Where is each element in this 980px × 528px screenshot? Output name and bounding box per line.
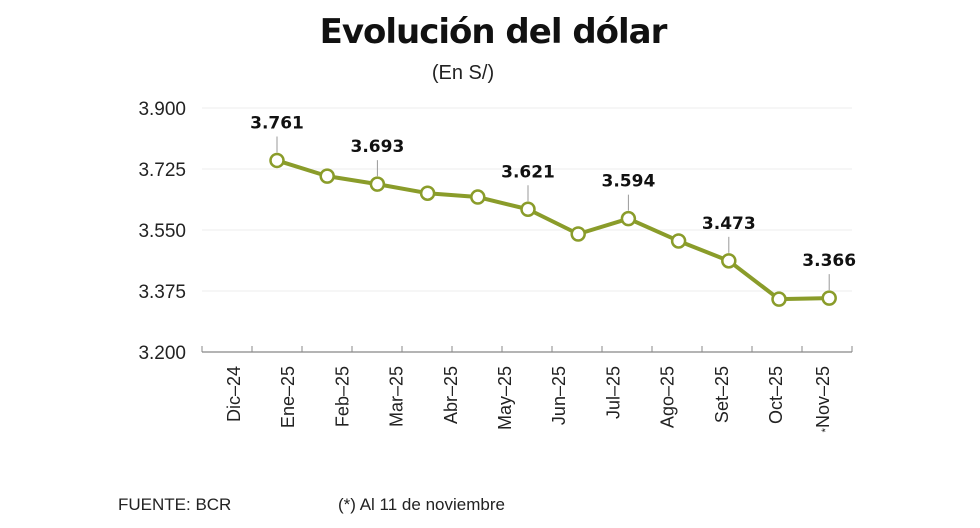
y-tick-label: 3.725 (138, 160, 186, 181)
data-point (721, 253, 737, 269)
data-label: 3.693 (351, 137, 405, 157)
series-line (276, 158, 830, 302)
x-category-label: Abr–25 (441, 366, 461, 424)
x-category-label: *Nov–25 (813, 366, 833, 432)
y-tick-label: 3.550 (138, 221, 186, 242)
data-point (369, 176, 386, 192)
data-point (620, 210, 637, 227)
y-tick-label: 3.200 (138, 343, 186, 364)
x-category-label: Oct–25 (766, 366, 786, 424)
data-point (319, 168, 335, 184)
data-point (520, 201, 536, 218)
data-point (470, 189, 486, 205)
x-category-label: Jul–25 (603, 366, 623, 419)
x-category-label: Jun–25 (549, 366, 569, 425)
data-label: 3.621 (501, 162, 555, 182)
y-tick-label: 3.900 (138, 99, 186, 120)
footnote: (*) Al 11 de noviembre (338, 495, 505, 514)
data-point (570, 226, 586, 242)
chart-subtitle: (En S/) (431, 62, 495, 84)
x-category-label: Ago–25 (658, 366, 678, 428)
x-category-label: Ene–25 (278, 366, 298, 428)
data-label: 3.366 (802, 251, 856, 271)
data-label: 3.594 (602, 172, 656, 192)
data-point (670, 233, 687, 249)
x-category-label: Mar–25 (387, 366, 407, 427)
data-point (269, 152, 285, 169)
x-category-label: Feb–25 (332, 366, 352, 427)
source-note: FUENTE: BCR (118, 495, 232, 514)
data-label: 3.473 (702, 214, 756, 234)
data-point (771, 291, 787, 307)
chart-title: Evolución del dólar (319, 12, 668, 52)
y-tick-label: 3.375 (138, 282, 186, 303)
x-category-label: May–25 (495, 366, 515, 430)
data-point (419, 185, 436, 201)
data-label: 3.761 (250, 113, 304, 133)
x-category-label: Set–25 (712, 366, 732, 423)
x-category-label: Dic–24 (224, 366, 244, 422)
data-point (821, 290, 837, 306)
